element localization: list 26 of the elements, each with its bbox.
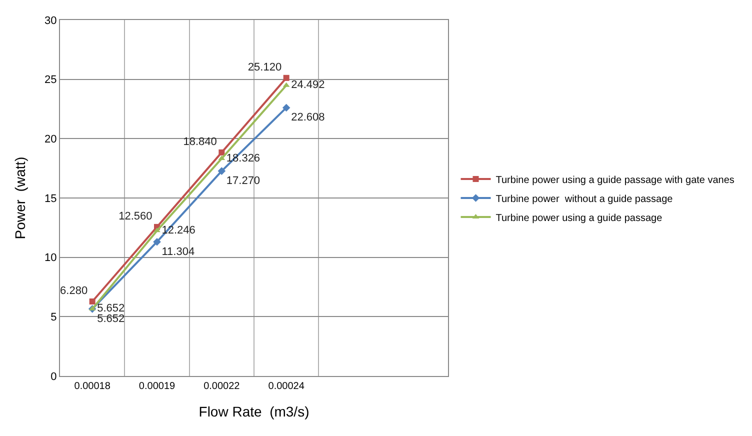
data-label: 24.492: [291, 79, 325, 92]
y-tick-label: 25: [44, 74, 57, 86]
legend-label: Turbine power using a guide passage with gate vanes: [496, 174, 734, 186]
data-label: 5.652: [97, 312, 125, 325]
y-tick-label: 0: [50, 370, 57, 383]
x-tick-label: 0.00019: [138, 381, 176, 392]
y-tick-label: 20: [44, 134, 57, 146]
x-axis-title: Flow Rate (m3/s): [198, 403, 310, 420]
y-tick-label: 30: [44, 14, 57, 27]
legend-label: Turbine power using a guide passage: [496, 212, 663, 224]
data-label: 6.280: [60, 284, 88, 297]
data-label: 25.120: [248, 61, 282, 74]
y-tick-label: 15: [44, 192, 57, 205]
x-tick-label: 0.00024: [268, 381, 305, 392]
x-tick-label: 0.00022: [204, 381, 240, 392]
data-label: 18.840: [183, 136, 217, 148]
data-label: 17.270: [226, 175, 260, 188]
data-label: 11.304: [162, 246, 195, 258]
data-label: 12.560: [118, 210, 152, 222]
data-label: 5.652: [97, 302, 125, 315]
legend-label: Turbine power without a guide passage: [496, 194, 674, 205]
y-tick-label: 10: [44, 252, 57, 264]
y-tick-label: 5: [50, 312, 57, 324]
data-label: 22.608: [291, 112, 325, 124]
x-tick-label: 0.00018: [74, 381, 111, 392]
y-axis-title: Power (watt): [12, 156, 28, 240]
